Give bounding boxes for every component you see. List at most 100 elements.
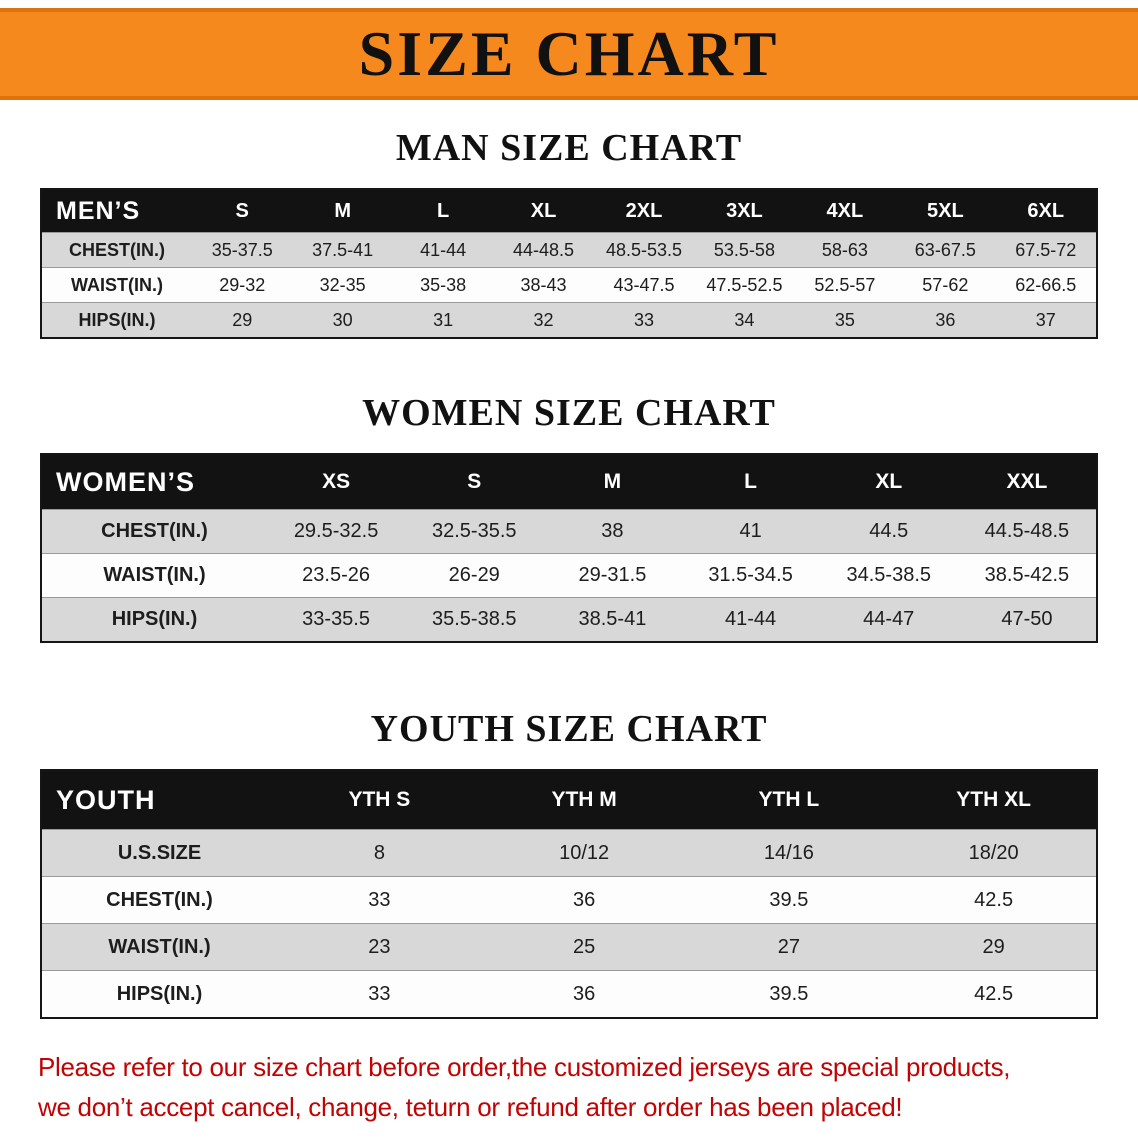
cell-value: 44-47	[820, 598, 958, 641]
cell-value: 39.5	[687, 971, 892, 1017]
cell-value: 38	[543, 510, 681, 553]
men-size-table: MEN’SSMLXL2XL3XL4XL5XL6XLCHEST(IN.)35-37…	[40, 188, 1098, 339]
cell-value: 53.5-58	[694, 233, 794, 267]
cell-value: 44-48.5	[493, 233, 593, 267]
cell-value: 29-32	[192, 268, 292, 302]
cell-value: 33	[277, 971, 482, 1017]
cell-value: 47-50	[958, 598, 1096, 641]
cell-value: 29	[891, 924, 1096, 970]
cell-value: 41	[682, 510, 820, 553]
row-label: HIPS(IN.)	[42, 971, 277, 1017]
row-label: WAIST(IN.)	[42, 268, 192, 302]
cell-value: 29.5-32.5	[267, 510, 405, 553]
women-size-chart-heading: WOMEN SIZE CHART	[0, 391, 1138, 435]
cell-value: 31.5-34.5	[682, 554, 820, 597]
cell-value: 58-63	[795, 233, 895, 267]
cell-value: 18/20	[891, 830, 1096, 876]
cell-value: 32-35	[292, 268, 392, 302]
column-header: 5XL	[895, 190, 995, 232]
cell-value: 37	[996, 303, 1096, 337]
cell-value: 48.5-53.5	[594, 233, 694, 267]
row-label: WAIST(IN.)	[42, 924, 277, 970]
cell-value: 38-43	[493, 268, 593, 302]
disclaimer-line-2: we don’t accept cancel, change, teturn o…	[38, 1087, 1100, 1127]
cell-value: 14/16	[687, 830, 892, 876]
column-header: M	[543, 455, 681, 509]
cell-value: 47.5-52.5	[694, 268, 794, 302]
cell-value: 33	[277, 877, 482, 923]
table-row: WAIST(IN.)23.5-2626-2929-31.531.5-34.534…	[42, 553, 1096, 597]
column-header: YTH M	[482, 771, 687, 829]
table-corner-label: YOUTH	[42, 771, 277, 829]
cell-value: 23	[277, 924, 482, 970]
cell-value: 41-44	[393, 233, 493, 267]
row-label: CHEST(IN.)	[42, 510, 267, 553]
cell-value: 63-67.5	[895, 233, 995, 267]
table-header-row: YOUTHYTH SYTH MYTH LYTH XL	[42, 771, 1096, 829]
row-label: WAIST(IN.)	[42, 554, 267, 597]
women-size-table: WOMEN’SXSSMLXLXXLCHEST(IN.)29.5-32.532.5…	[40, 453, 1098, 643]
cell-value: 44.5-48.5	[958, 510, 1096, 553]
column-header: YTH XL	[891, 771, 1096, 829]
column-header: S	[192, 190, 292, 232]
cell-value: 34.5-38.5	[820, 554, 958, 597]
cell-value: 37.5-41	[292, 233, 392, 267]
table-row: CHEST(IN.)29.5-32.532.5-35.5384144.544.5…	[42, 509, 1096, 553]
table-row: U.S.SIZE810/1214/1618/20	[42, 829, 1096, 876]
cell-value: 42.5	[891, 877, 1096, 923]
table-row: HIPS(IN.)33-35.535.5-38.538.5-4141-4444-…	[42, 597, 1096, 641]
cell-value: 35	[795, 303, 895, 337]
row-label: HIPS(IN.)	[42, 598, 267, 641]
cell-value: 30	[292, 303, 392, 337]
cell-value: 8	[277, 830, 482, 876]
cell-value: 36	[482, 971, 687, 1017]
cell-value: 27	[687, 924, 892, 970]
column-header: 6XL	[996, 190, 1096, 232]
cell-value: 43-47.5	[594, 268, 694, 302]
youth-size-chart-heading: YOUTH SIZE CHART	[0, 707, 1138, 751]
cell-value: 38.5-42.5	[958, 554, 1096, 597]
table-corner-label: WOMEN’S	[42, 455, 267, 509]
column-header: L	[682, 455, 820, 509]
size-chart-disclaimer: Please refer to our size chart before or…	[38, 1047, 1100, 1128]
table-header-row: WOMEN’SXSSMLXLXXL	[42, 455, 1096, 509]
cell-value: 36	[482, 877, 687, 923]
banner-title: SIZE CHART	[359, 17, 780, 91]
column-header: XXL	[958, 455, 1096, 509]
table-row: WAIST(IN.)23252729	[42, 923, 1096, 970]
table-row: CHEST(IN.)333639.542.5	[42, 876, 1096, 923]
cell-value: 34	[694, 303, 794, 337]
cell-value: 26-29	[405, 554, 543, 597]
cell-value: 44.5	[820, 510, 958, 553]
cell-value: 33	[594, 303, 694, 337]
column-header: S	[405, 455, 543, 509]
table-row: WAIST(IN.)29-3232-3535-3838-4343-47.547.…	[42, 267, 1096, 302]
column-header: XL	[820, 455, 958, 509]
column-header: YTH L	[687, 771, 892, 829]
column-header: XS	[267, 455, 405, 509]
column-header: M	[292, 190, 392, 232]
cell-value: 33-35.5	[267, 598, 405, 641]
youth-size-table: YOUTHYTH SYTH MYTH LYTH XLU.S.SIZE810/12…	[40, 769, 1098, 1019]
cell-value: 29-31.5	[543, 554, 681, 597]
cell-value: 25	[482, 924, 687, 970]
man-size-chart-heading: MAN SIZE CHART	[0, 126, 1138, 170]
row-label: CHEST(IN.)	[42, 233, 192, 267]
row-label: CHEST(IN.)	[42, 877, 277, 923]
column-header: 4XL	[795, 190, 895, 232]
cell-value: 41-44	[682, 598, 820, 641]
row-label: HIPS(IN.)	[42, 303, 192, 337]
cell-value: 42.5	[891, 971, 1096, 1017]
size-chart-banner: SIZE CHART	[0, 8, 1138, 100]
table-corner-label: MEN’S	[42, 190, 192, 232]
cell-value: 31	[393, 303, 493, 337]
table-row: CHEST(IN.)35-37.537.5-4141-4444-48.548.5…	[42, 232, 1096, 267]
cell-value: 35-38	[393, 268, 493, 302]
cell-value: 57-62	[895, 268, 995, 302]
cell-value: 35.5-38.5	[405, 598, 543, 641]
cell-value: 67.5-72	[996, 233, 1096, 267]
cell-value: 52.5-57	[795, 268, 895, 302]
cell-value: 29	[192, 303, 292, 337]
row-label: U.S.SIZE	[42, 830, 277, 876]
disclaimer-line-1: Please refer to our size chart before or…	[38, 1047, 1100, 1087]
